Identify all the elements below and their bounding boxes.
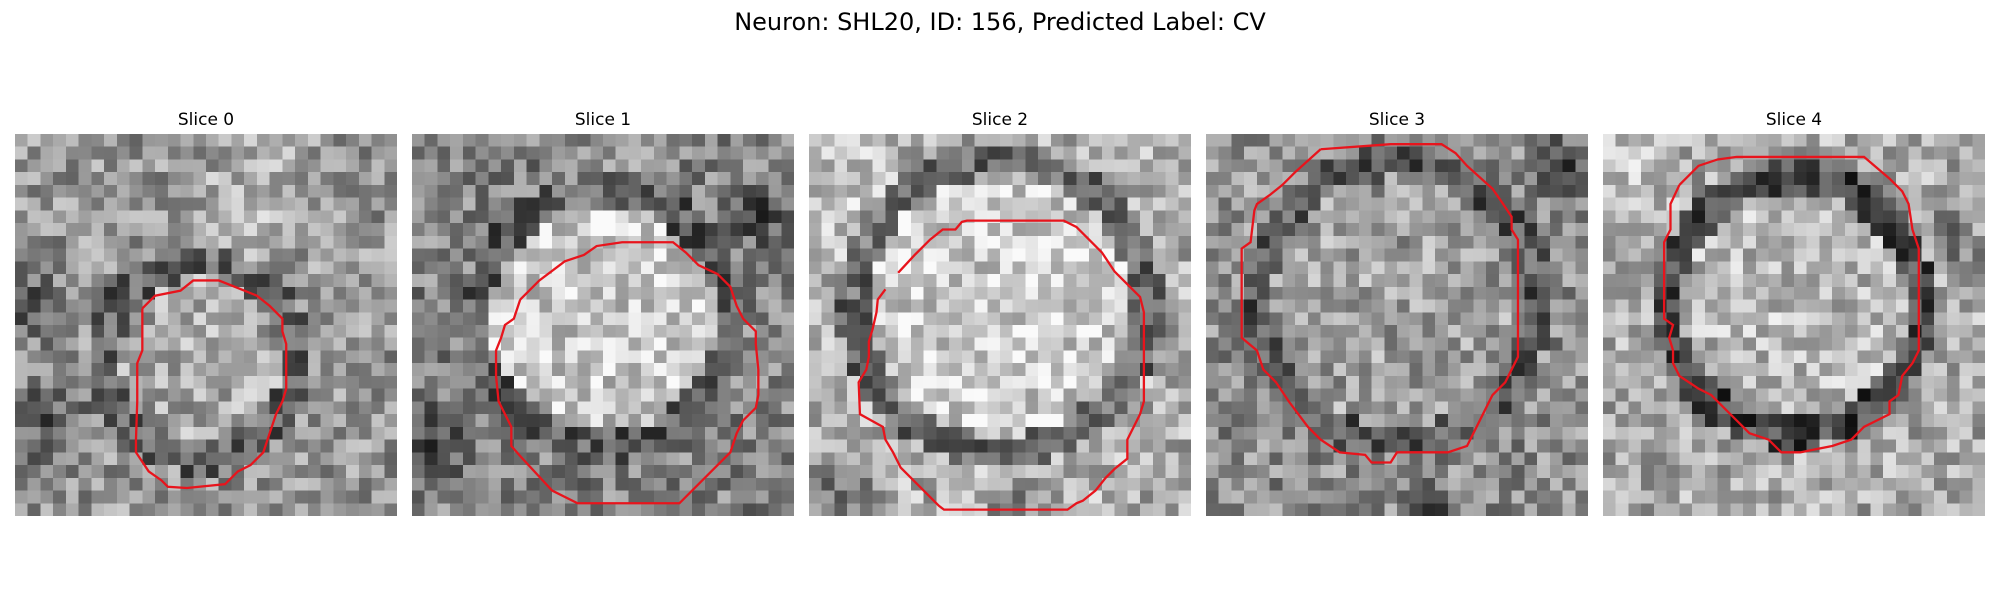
slice-panel-4: Slice 4 [1603,110,1985,516]
segmentation-contour [1240,143,1520,464]
segmentation-contour [857,219,1146,511]
slice-panel-0: Slice 0 [15,110,397,516]
slice-panel-1: Slice 1 [412,110,794,516]
figure-title: Neuron: SHL20, ID: 156, Predicted Label:… [734,8,1266,36]
slice-title-2: Slice 2 [971,110,1029,130]
slice-panel-3: Slice 3 [1206,110,1588,516]
segmentation-contour [494,241,760,505]
slice-panel-2: Slice 2 [809,110,1191,516]
slice-title-4: Slice 4 [1765,110,1823,130]
slice-title-0: Slice 0 [177,110,235,130]
slice-title-1: Slice 1 [574,110,632,130]
slice-title-3: Slice 3 [1368,110,1426,130]
segmentation-contour [134,279,288,490]
segmentation-contour [1662,155,1920,454]
slice-image-4 [1603,134,1985,516]
slice-image-0 [15,134,397,516]
slice-image-1 [412,134,794,516]
slice-image-2 [809,134,1191,516]
slice-image-3 [1206,134,1588,516]
